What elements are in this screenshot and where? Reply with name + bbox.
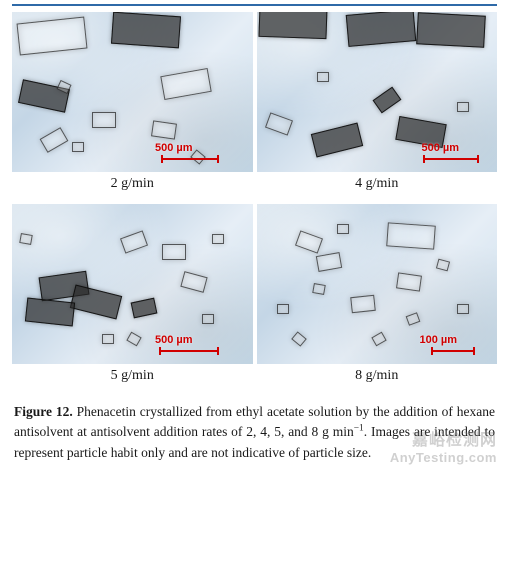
scale-label: 500 µm bbox=[421, 142, 459, 154]
top-rule bbox=[12, 4, 497, 6]
crystal bbox=[371, 332, 386, 347]
crystal bbox=[160, 68, 211, 100]
crystal bbox=[151, 120, 177, 139]
scale-bar bbox=[161, 158, 219, 160]
crystal bbox=[19, 233, 33, 245]
crystal bbox=[372, 87, 401, 114]
crystal bbox=[258, 12, 327, 39]
crystal bbox=[202, 314, 214, 324]
micrograph-panel: 500 µm bbox=[257, 12, 498, 172]
crystal bbox=[162, 244, 186, 260]
figure-container: { "rule_color": "#2f6aa8", "panels": [ {… bbox=[0, 4, 509, 471]
crystal bbox=[111, 12, 181, 48]
panel-caption: 2 g/min bbox=[111, 176, 154, 192]
crystal bbox=[131, 298, 158, 319]
crystal bbox=[264, 112, 292, 135]
panel-caption: 4 g/min bbox=[355, 176, 398, 192]
panel-cell: 500 µm 2 g/min bbox=[12, 12, 253, 200]
crystal bbox=[92, 112, 116, 128]
panel-cell: 500 µm 5 g/min bbox=[12, 204, 253, 392]
crystal bbox=[212, 234, 224, 244]
scale-label: 500 µm bbox=[155, 334, 193, 346]
crystal bbox=[457, 102, 469, 112]
crystal bbox=[17, 17, 88, 56]
crystal bbox=[457, 304, 469, 314]
crystal bbox=[345, 12, 416, 47]
crystal bbox=[72, 142, 84, 152]
crystal bbox=[310, 123, 362, 158]
scale-bar bbox=[423, 158, 479, 160]
panel-grid: 500 µm 2 g/min 500 µm 4 g/min 500 µm 5 g/min 1… bbox=[0, 12, 509, 392]
crystal bbox=[337, 224, 349, 234]
scale-label: 500 µm bbox=[155, 142, 193, 154]
panel-cell: 500 µm 4 g/min bbox=[257, 12, 498, 200]
crystal bbox=[291, 331, 307, 346]
micrograph-panel: 100 µm bbox=[257, 204, 498, 364]
crystal bbox=[70, 285, 122, 320]
crystal bbox=[277, 304, 289, 314]
crystal bbox=[396, 272, 422, 291]
crystal bbox=[315, 252, 341, 272]
crystal bbox=[126, 332, 141, 347]
panel-caption: 8 g/min bbox=[355, 368, 398, 384]
micrograph-panel: 500 µm bbox=[12, 12, 253, 172]
figure-caption: Figure 12. Phenacetin crystallized from … bbox=[0, 392, 509, 471]
scale-bar bbox=[431, 350, 475, 352]
crystal bbox=[312, 283, 326, 295]
crystal bbox=[405, 312, 420, 326]
caption-superscript: −1 bbox=[354, 424, 364, 434]
figure-label: Figure 12. bbox=[14, 404, 73, 419]
crystal bbox=[25, 298, 75, 327]
scale-bar bbox=[159, 350, 219, 352]
scale-label: 100 µm bbox=[419, 334, 457, 346]
panel-cell: 100 µm 8 g/min bbox=[257, 204, 498, 392]
crystal bbox=[120, 230, 148, 253]
crystal bbox=[102, 334, 114, 344]
crystal bbox=[180, 271, 207, 293]
crystal bbox=[294, 230, 322, 253]
crystal bbox=[317, 72, 329, 82]
crystal bbox=[435, 259, 449, 272]
crystal bbox=[350, 295, 376, 313]
crystal bbox=[40, 127, 69, 153]
panel-caption: 5 g/min bbox=[111, 368, 154, 384]
micrograph-panel: 500 µm bbox=[12, 204, 253, 364]
crystal bbox=[416, 12, 486, 48]
crystal bbox=[386, 222, 436, 249]
